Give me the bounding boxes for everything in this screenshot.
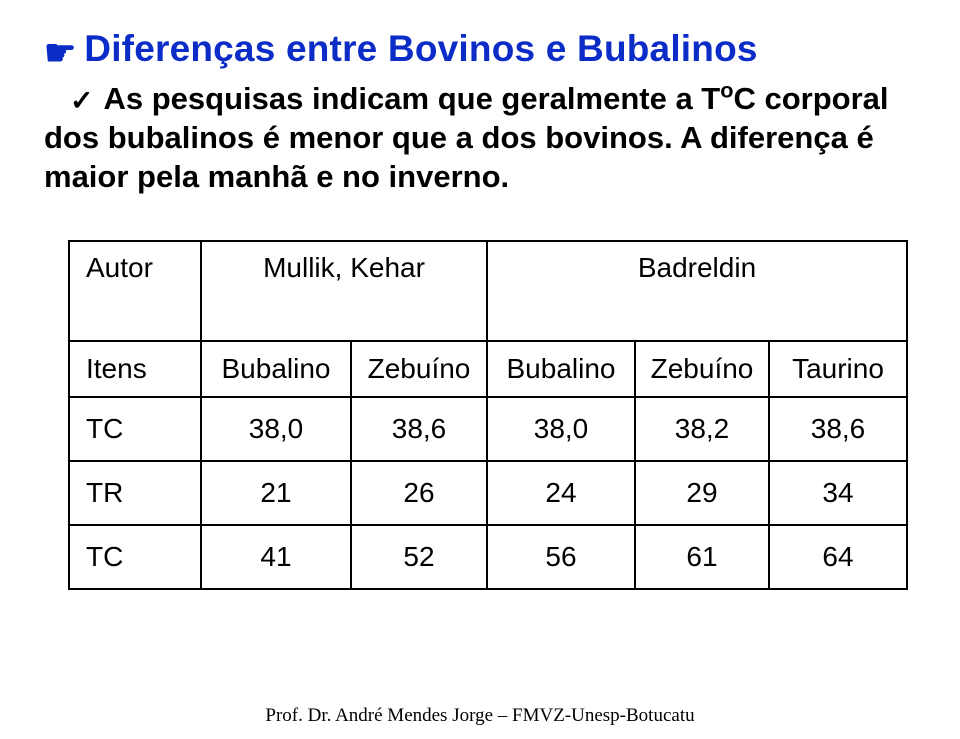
body-line-1: As pesquisas indicam que geralmente a To… [103,80,888,119]
cell-row2-v2: 56 [487,525,635,589]
cell-row0-v4: 38,6 [769,397,907,461]
cell-row0-label: TC [69,397,201,461]
slide: ☛ Diferenças entre Bovinos e Bubalinos ✓… [0,0,960,739]
hand-icon: ☛ [44,35,76,71]
comparison-table: Autor Mullik, Kehar Badreldin Itens Buba… [68,240,916,590]
cell-header-0: Bubalino [201,341,351,397]
cell-row2-v1: 52 [351,525,487,589]
table-row: TC 38,0 38,6 38,0 38,2 38,6 [69,397,907,461]
body-line-2: dos bubalinos é menor que a dos bovinos.… [44,119,916,158]
body-line1-suffix: C corporal [733,81,888,116]
cell-itens-label: Itens [69,341,201,397]
title-row: ☛ Diferenças entre Bovinos e Bubalinos [44,28,916,70]
table-row: TC 41 52 56 61 64 [69,525,907,589]
body-text: ✓ As pesquisas indicam que geralmente a … [44,80,916,196]
cell-row0-v0: 38,0 [201,397,351,461]
table-row-headers: Itens Bubalino Zebuíno Bubalino Zebuíno … [69,341,907,397]
cell-row2-v4: 64 [769,525,907,589]
cell-row1-label: TR [69,461,201,525]
table-row-autor: Autor Mullik, Kehar Badreldin [69,241,907,341]
cell-row1-v1: 26 [351,461,487,525]
cell-header-3: Zebuíno [635,341,769,397]
slide-title: Diferenças entre Bovinos e Bubalinos [84,28,757,70]
body-line1-prefix: As pesquisas indicam que geralmente a T [103,81,720,116]
cell-row0-v3: 38,2 [635,397,769,461]
cell-row0-v1: 38,6 [351,397,487,461]
cell-row1-v3: 29 [635,461,769,525]
footer-credit: Prof. Dr. André Mendes Jorge – FMVZ-Unes… [0,705,960,727]
cell-author-1: Mullik, Kehar [201,241,487,341]
cell-row2-label: TC [69,525,201,589]
check-icon: ✓ [70,84,93,117]
cell-author-2: Badreldin [487,241,907,341]
table: Autor Mullik, Kehar Badreldin Itens Buba… [68,240,908,590]
cell-header-4: Taurino [769,341,907,397]
table-row: TR 21 26 24 29 34 [69,461,907,525]
body-line1-super: o [720,78,733,103]
body-line-3: maior pela manhã e no inverno. [44,158,916,197]
cell-header-2: Bubalino [487,341,635,397]
cell-row1-v4: 34 [769,461,907,525]
cell-autor-label: Autor [69,241,201,341]
cell-row0-v2: 38,0 [487,397,635,461]
cell-row2-v0: 41 [201,525,351,589]
cell-header-1: Zebuíno [351,341,487,397]
cell-row2-v3: 61 [635,525,769,589]
cell-row1-v2: 24 [487,461,635,525]
cell-row1-v0: 21 [201,461,351,525]
